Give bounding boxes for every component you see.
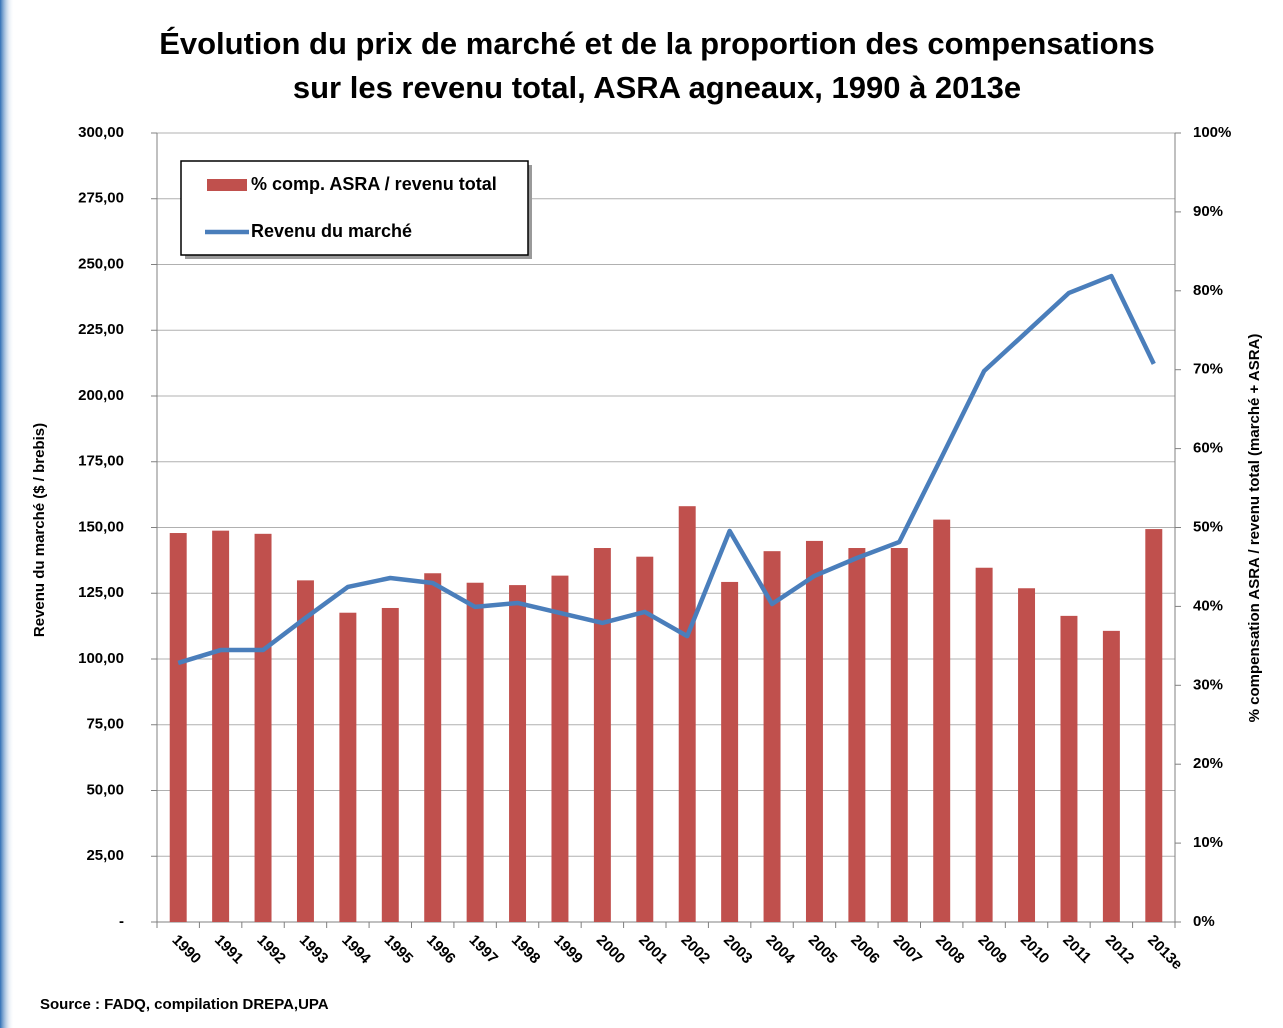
x-tick-label: 2005 xyxy=(805,932,841,968)
y-tick-label: 100,00 xyxy=(78,650,124,667)
y2-tick-label: 60% xyxy=(1193,440,1223,457)
y-tick-label: 250,00 xyxy=(78,255,124,272)
y2-tick-label: 70% xyxy=(1193,361,1223,378)
y-tick-label: 150,00 xyxy=(78,518,124,535)
y-axis-label: Revenu du marché ($ / brebis) xyxy=(31,423,48,637)
x-tick-label: 1993 xyxy=(296,932,332,968)
x-tick-label: 1994 xyxy=(338,932,374,968)
x-tick-label: 2008 xyxy=(932,932,968,968)
legend-swatch xyxy=(207,179,247,191)
bar xyxy=(381,607,399,922)
x-tick-label: 2006 xyxy=(847,932,883,968)
legend-label: Revenu du marché xyxy=(251,221,412,241)
bar xyxy=(1102,630,1120,922)
bar xyxy=(933,519,951,922)
chart-title: sur les revenu total, ASRA agneaux, 1990… xyxy=(293,70,1021,105)
chart-title: Évolution du prix de marché et de la pro… xyxy=(159,26,1155,61)
x-tick-label: 2013e xyxy=(1144,932,1186,974)
x-tick-label: 2011 xyxy=(1059,932,1094,967)
y-tick-label: 50,00 xyxy=(86,781,124,798)
y-tick-label: 125,00 xyxy=(78,584,124,601)
edge-decoration xyxy=(0,0,14,1028)
bar xyxy=(1060,615,1078,922)
x-tick-label: 1999 xyxy=(550,932,586,968)
y-tick-label: 200,00 xyxy=(78,387,124,404)
y2-tick-label: 0% xyxy=(1193,913,1215,930)
x-tick-label: 1995 xyxy=(381,932,417,968)
legend-label: % comp. ASRA / revenu total xyxy=(251,174,497,194)
bar xyxy=(339,612,357,922)
x-tick-label: 2001 xyxy=(635,932,671,968)
y2-tick-label: 30% xyxy=(1193,676,1223,693)
y2-tick-label: 40% xyxy=(1193,597,1223,614)
bar xyxy=(296,580,314,922)
x-tick-label: 2004 xyxy=(762,932,798,968)
bar xyxy=(169,533,187,922)
x-tick-label: 1990 xyxy=(169,932,205,968)
bar xyxy=(1018,588,1036,922)
x-tick-label: 1991 xyxy=(211,932,247,968)
x-tick-label: 2010 xyxy=(1017,932,1053,968)
bar xyxy=(424,573,442,922)
x-tick-label: 1997 xyxy=(465,932,501,968)
bar xyxy=(636,556,654,922)
y-tick-label: 300,00 xyxy=(78,124,124,141)
y2-tick-label: 10% xyxy=(1193,834,1223,851)
bar xyxy=(509,585,527,922)
bar xyxy=(466,582,484,922)
x-tick-label: 1996 xyxy=(423,932,459,968)
y-tick-label: 275,00 xyxy=(78,190,124,207)
source: Source : FADQ, compilation DREPA,UPA xyxy=(40,996,329,1013)
bar xyxy=(212,530,230,922)
bar xyxy=(975,567,993,922)
y2-tick-label: 100% xyxy=(1193,124,1231,141)
bar xyxy=(1145,529,1163,922)
x-tick-label: 1992 xyxy=(253,932,289,968)
x-tick-label: 2003 xyxy=(720,932,756,968)
x-tick-label: 2002 xyxy=(678,932,714,968)
y2-tick-label: 90% xyxy=(1193,203,1223,220)
line xyxy=(177,273,1156,666)
bar xyxy=(254,533,272,922)
x-tick-label: 2007 xyxy=(890,932,926,968)
x-tick-label: 1998 xyxy=(508,932,544,968)
bar xyxy=(678,506,696,922)
bar xyxy=(848,548,866,922)
y2-tick-label: 20% xyxy=(1193,755,1223,772)
y2-tick-label: 50% xyxy=(1193,518,1223,535)
bar xyxy=(805,540,823,922)
bar xyxy=(593,548,611,922)
y-tick-label: 225,00 xyxy=(78,321,124,338)
bar xyxy=(763,551,781,922)
x-tick-label: 2009 xyxy=(974,932,1010,968)
x-tick-label: 2000 xyxy=(593,932,629,968)
bar xyxy=(551,575,569,922)
x-tick-label: 2012 xyxy=(1102,932,1138,968)
y-tick-label: - xyxy=(119,913,124,930)
y2-axis-label: % compensation ASRA / revenu total (marc… xyxy=(1246,334,1263,723)
y-tick-label: 175,00 xyxy=(78,453,124,470)
legend xyxy=(180,160,529,256)
bar xyxy=(721,581,739,922)
bar xyxy=(890,548,908,922)
y-tick-label: 25,00 xyxy=(86,847,124,864)
y-tick-label: 75,00 xyxy=(86,716,124,733)
y2-tick-label: 80% xyxy=(1193,282,1223,299)
